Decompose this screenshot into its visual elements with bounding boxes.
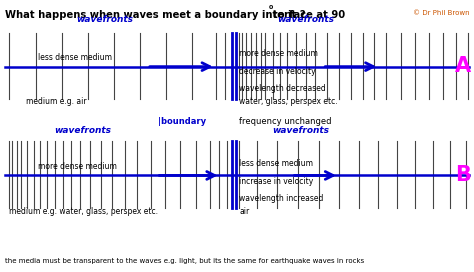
Text: wavefronts: wavefronts [273,126,329,135]
Text: water, glass, perspex etc.: water, glass, perspex etc. [239,97,338,106]
Text: medium e.g. water, glass, perspex etc.: medium e.g. water, glass, perspex etc. [9,207,158,216]
Text: more dense medium: more dense medium [38,162,117,171]
Text: less dense medium: less dense medium [239,159,313,168]
Text: air: air [239,207,250,216]
Text: the media must be transparent to the waves e.g. light, but its the same for eart: the media must be transparent to the wav… [5,258,364,264]
Text: What happens when waves meet a boundary interface at 90: What happens when waves meet a boundary … [5,10,345,20]
Text: wavefronts: wavefronts [277,16,334,24]
Text: to it ?: to it ? [273,10,305,20]
Text: A: A [455,56,471,76]
Text: 0: 0 [269,5,273,10]
Text: decrease in velocity: decrease in velocity [239,67,316,76]
Text: more dense medium: more dense medium [239,49,318,58]
Text: increase in velocity: increase in velocity [239,177,314,186]
Text: medium e.g. air: medium e.g. air [26,97,87,106]
Text: less dense medium: less dense medium [38,53,112,62]
Text: wavelength increased: wavelength increased [239,194,324,203]
Text: wavefronts: wavefronts [55,126,111,135]
Text: © Dr Phil Brown: © Dr Phil Brown [413,10,469,16]
Text: wavelength decreased: wavelength decreased [239,84,326,93]
Text: frequency unchanged: frequency unchanged [239,116,332,126]
Text: |boundary: |boundary [158,116,206,126]
Text: wavefronts: wavefronts [76,16,133,24]
Text: B: B [455,165,471,185]
